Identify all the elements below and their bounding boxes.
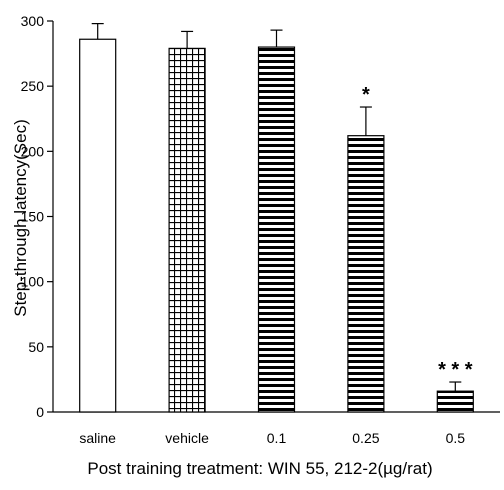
y-tick-label: 50 xyxy=(28,339,44,355)
y-tick-label: 0 xyxy=(36,404,44,420)
x-tick-label: 0.5 xyxy=(446,430,466,446)
significance-marker: * * * xyxy=(438,359,473,381)
bar-saline xyxy=(79,38,117,413)
bar-0.5 xyxy=(436,390,474,413)
bar-0.1 xyxy=(257,46,296,413)
x-tick-label: 0.1 xyxy=(267,430,287,446)
plot-area: 0 50 100 150 200 250 300 saline vehicle 0.1 0.25 * 0… xyxy=(21,13,500,446)
bar-vehicle xyxy=(168,47,206,413)
x-axis-label: Post training treatment: WIN 55, 212-2(µ… xyxy=(87,459,432,478)
x-tick-label: 0.25 xyxy=(352,430,379,446)
x-tick-label: vehicle xyxy=(165,430,209,446)
significance-marker: * xyxy=(362,84,370,106)
y-axis-label: Step-through latency(Sec) xyxy=(11,119,30,317)
y-tick-label: 100 xyxy=(21,274,45,290)
y-tick-label: 150 xyxy=(21,209,45,225)
y-tick-label: 200 xyxy=(21,143,45,159)
y-tick-label: 300 xyxy=(21,13,45,29)
y-tick-label: 250 xyxy=(21,78,45,94)
bar-0.25 xyxy=(347,135,385,413)
x-tick-label: saline xyxy=(79,430,116,446)
